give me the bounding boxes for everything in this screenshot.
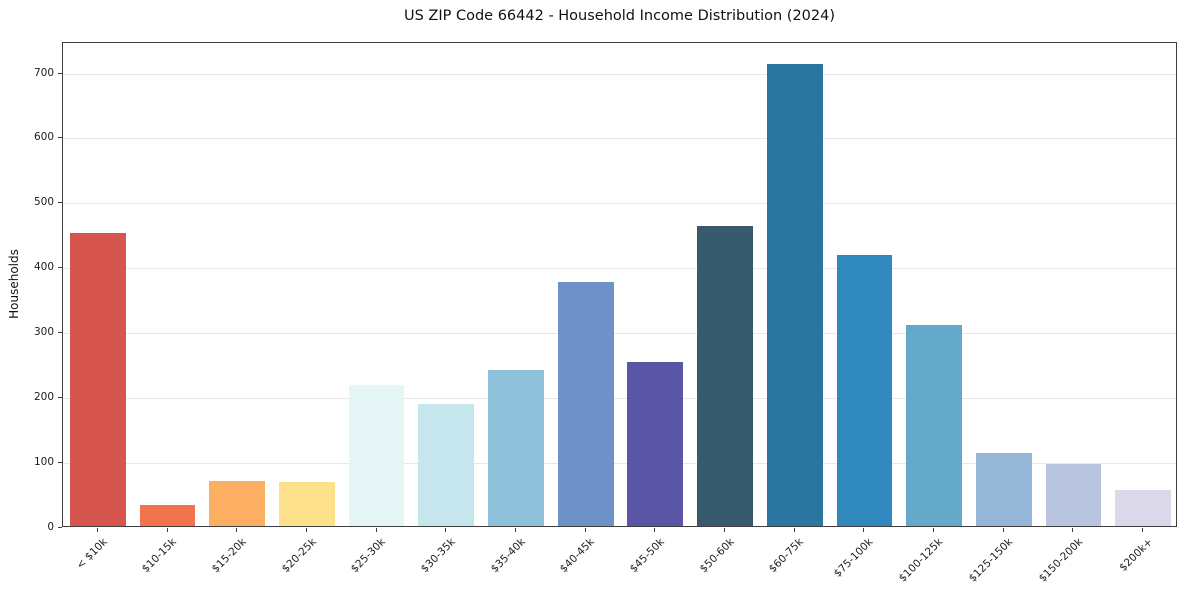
bar	[975, 452, 1032, 526]
bar	[348, 384, 405, 526]
x-tick-label: < $10k	[73, 536, 110, 572]
x-tick-mark	[1072, 528, 1074, 532]
bar	[488, 370, 544, 526]
x-tick-label: $75-100k	[832, 536, 876, 580]
x-tick-mark	[96, 528, 98, 532]
x-tick-label: $60-75k	[767, 536, 807, 576]
x-tick-label: $15-20k	[209, 536, 249, 576]
bar	[279, 481, 335, 526]
y-tick-label: 600	[33, 131, 54, 144]
x-tick-mark	[236, 528, 238, 532]
y-tick-label: 700	[33, 66, 54, 79]
y-tick-mark	[58, 526, 62, 528]
x-tick-label: $35-40k	[488, 536, 528, 576]
x-tick-label: $25-30k	[348, 536, 389, 576]
y-tick-label: 500	[33, 196, 54, 209]
chart-title: US ZIP Code 66442 - Household Income Dis…	[403, 8, 836, 24]
bar	[209, 480, 266, 526]
x-tick-label: $45-50k	[627, 536, 667, 576]
bar	[697, 226, 753, 526]
x-tick-mark	[584, 528, 586, 532]
bar	[557, 281, 614, 526]
x-tick-mark	[166, 528, 168, 532]
bar	[836, 254, 893, 526]
gridline	[63, 397, 1176, 399]
x-tick-label: $125-150k	[966, 536, 1016, 585]
y-tick-mark	[58, 461, 62, 463]
x-tick-mark	[1002, 528, 1004, 532]
x-tick-label: $50-60k	[697, 536, 737, 576]
y-tick-mark	[58, 72, 62, 74]
x-tick-label: $20-25k	[279, 536, 319, 576]
x-tick-mark	[514, 528, 516, 532]
gridline	[63, 332, 1176, 334]
x-tick-mark	[863, 528, 865, 532]
y-tick-mark	[58, 202, 62, 204]
x-tick-mark	[305, 528, 307, 532]
y-axis-label: Households	[7, 249, 21, 319]
bar	[766, 64, 823, 526]
gridline	[63, 73, 1176, 75]
bar	[906, 325, 962, 526]
x-tick-label: $200k+	[1116, 536, 1155, 574]
x-tick-mark	[724, 528, 726, 532]
bar	[627, 361, 684, 526]
y-tick-mark	[58, 331, 62, 333]
y-tick-mark	[58, 137, 62, 139]
bar	[1115, 490, 1172, 526]
x-tick-mark	[793, 528, 795, 532]
x-tick-mark	[1142, 528, 1144, 532]
x-tick-mark	[445, 528, 447, 532]
y-tick-label: 200	[33, 390, 54, 403]
y-tick-label: 300	[33, 325, 54, 338]
gridline	[63, 462, 1176, 464]
y-tick-mark	[58, 396, 62, 398]
x-tick-label: $40-45k	[558, 536, 598, 576]
x-tick-mark	[654, 528, 656, 532]
y-tick-label: 0	[47, 520, 54, 533]
bar	[418, 404, 475, 526]
x-tick-label: $10-15k	[139, 536, 180, 576]
plot-area	[62, 42, 1177, 527]
x-tick-label: $150-200k	[1036, 536, 1085, 585]
x-tick-label: $100-125k	[897, 536, 946, 585]
y-tick-mark	[58, 267, 62, 269]
y-tick-label: 100	[33, 455, 54, 468]
bar	[69, 232, 126, 526]
gridline	[63, 203, 1176, 205]
y-tick-label: 400	[33, 261, 54, 274]
x-tick-mark	[375, 528, 377, 532]
x-tick-mark	[933, 528, 935, 532]
bar	[139, 505, 196, 526]
bar	[1045, 464, 1102, 526]
gridline	[63, 268, 1176, 270]
gridline	[63, 138, 1176, 140]
x-tick-label: $30-35k	[418, 536, 458, 576]
